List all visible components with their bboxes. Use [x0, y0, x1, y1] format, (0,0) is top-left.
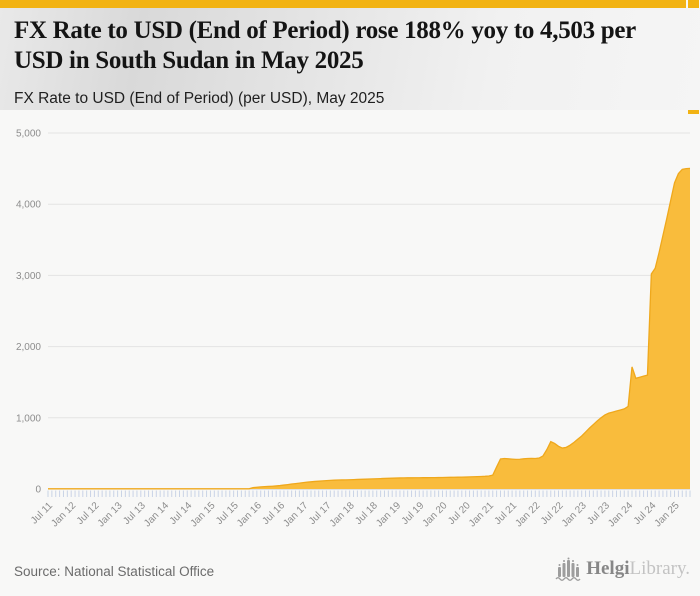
- accent-top-bar: [0, 0, 686, 8]
- x-axis-label: Jan 14: [142, 500, 171, 529]
- x-axis-label: Jan 21: [467, 500, 496, 529]
- chart-subtitle: FX Rate to USD (End of Period) (per USD)…: [14, 90, 385, 107]
- source-text: Source: National Statistical Office: [14, 564, 215, 579]
- x-axis-label: Jan 13: [96, 500, 125, 529]
- x-axis-label: Jan 19: [374, 500, 403, 529]
- x-axis-label: Jan 12: [49, 500, 78, 529]
- x-axis-label: Jan 16: [235, 500, 264, 529]
- y-axis-label: 5,000: [16, 129, 41, 140]
- logo-text-helgi: Helgi: [586, 558, 630, 579]
- fx-line: [48, 167, 691, 490]
- fx-area: [48, 168, 690, 489]
- x-axis-label: Jan 22: [513, 500, 542, 529]
- page-title: FX Rate to USD (End of Period) rose 188%…: [14, 17, 636, 74]
- y-axis-label: 0: [35, 485, 41, 496]
- x-axis-label: Jan 24: [606, 500, 635, 529]
- helgi-library-logo: HelgiLibrary.: [555, 553, 690, 585]
- y-axis-label: 1,000: [16, 413, 41, 424]
- x-axis-label: Jan 20: [421, 500, 450, 529]
- x-axis-label: Jan 18: [328, 500, 357, 529]
- x-axis-label: Jan 15: [189, 500, 218, 529]
- logo-text-library: Library.: [629, 558, 691, 579]
- y-axis-label: 4,000: [16, 200, 41, 211]
- bar-chart-icon: [555, 557, 581, 581]
- y-axis-label: 3,000: [16, 271, 41, 282]
- footer: Source: National Statistical Office He: [0, 545, 700, 596]
- x-axis-label: Jan 25: [653, 500, 682, 529]
- header: FX Rate to USD (End of Period) rose 188%…: [0, 8, 700, 110]
- y-axis-label: 2,000: [16, 342, 41, 353]
- logo-text: HelgiLibrary.: [586, 558, 690, 580]
- x-axis-label: Jan 23: [560, 500, 589, 529]
- x-axis-label: Jan 17: [281, 500, 310, 529]
